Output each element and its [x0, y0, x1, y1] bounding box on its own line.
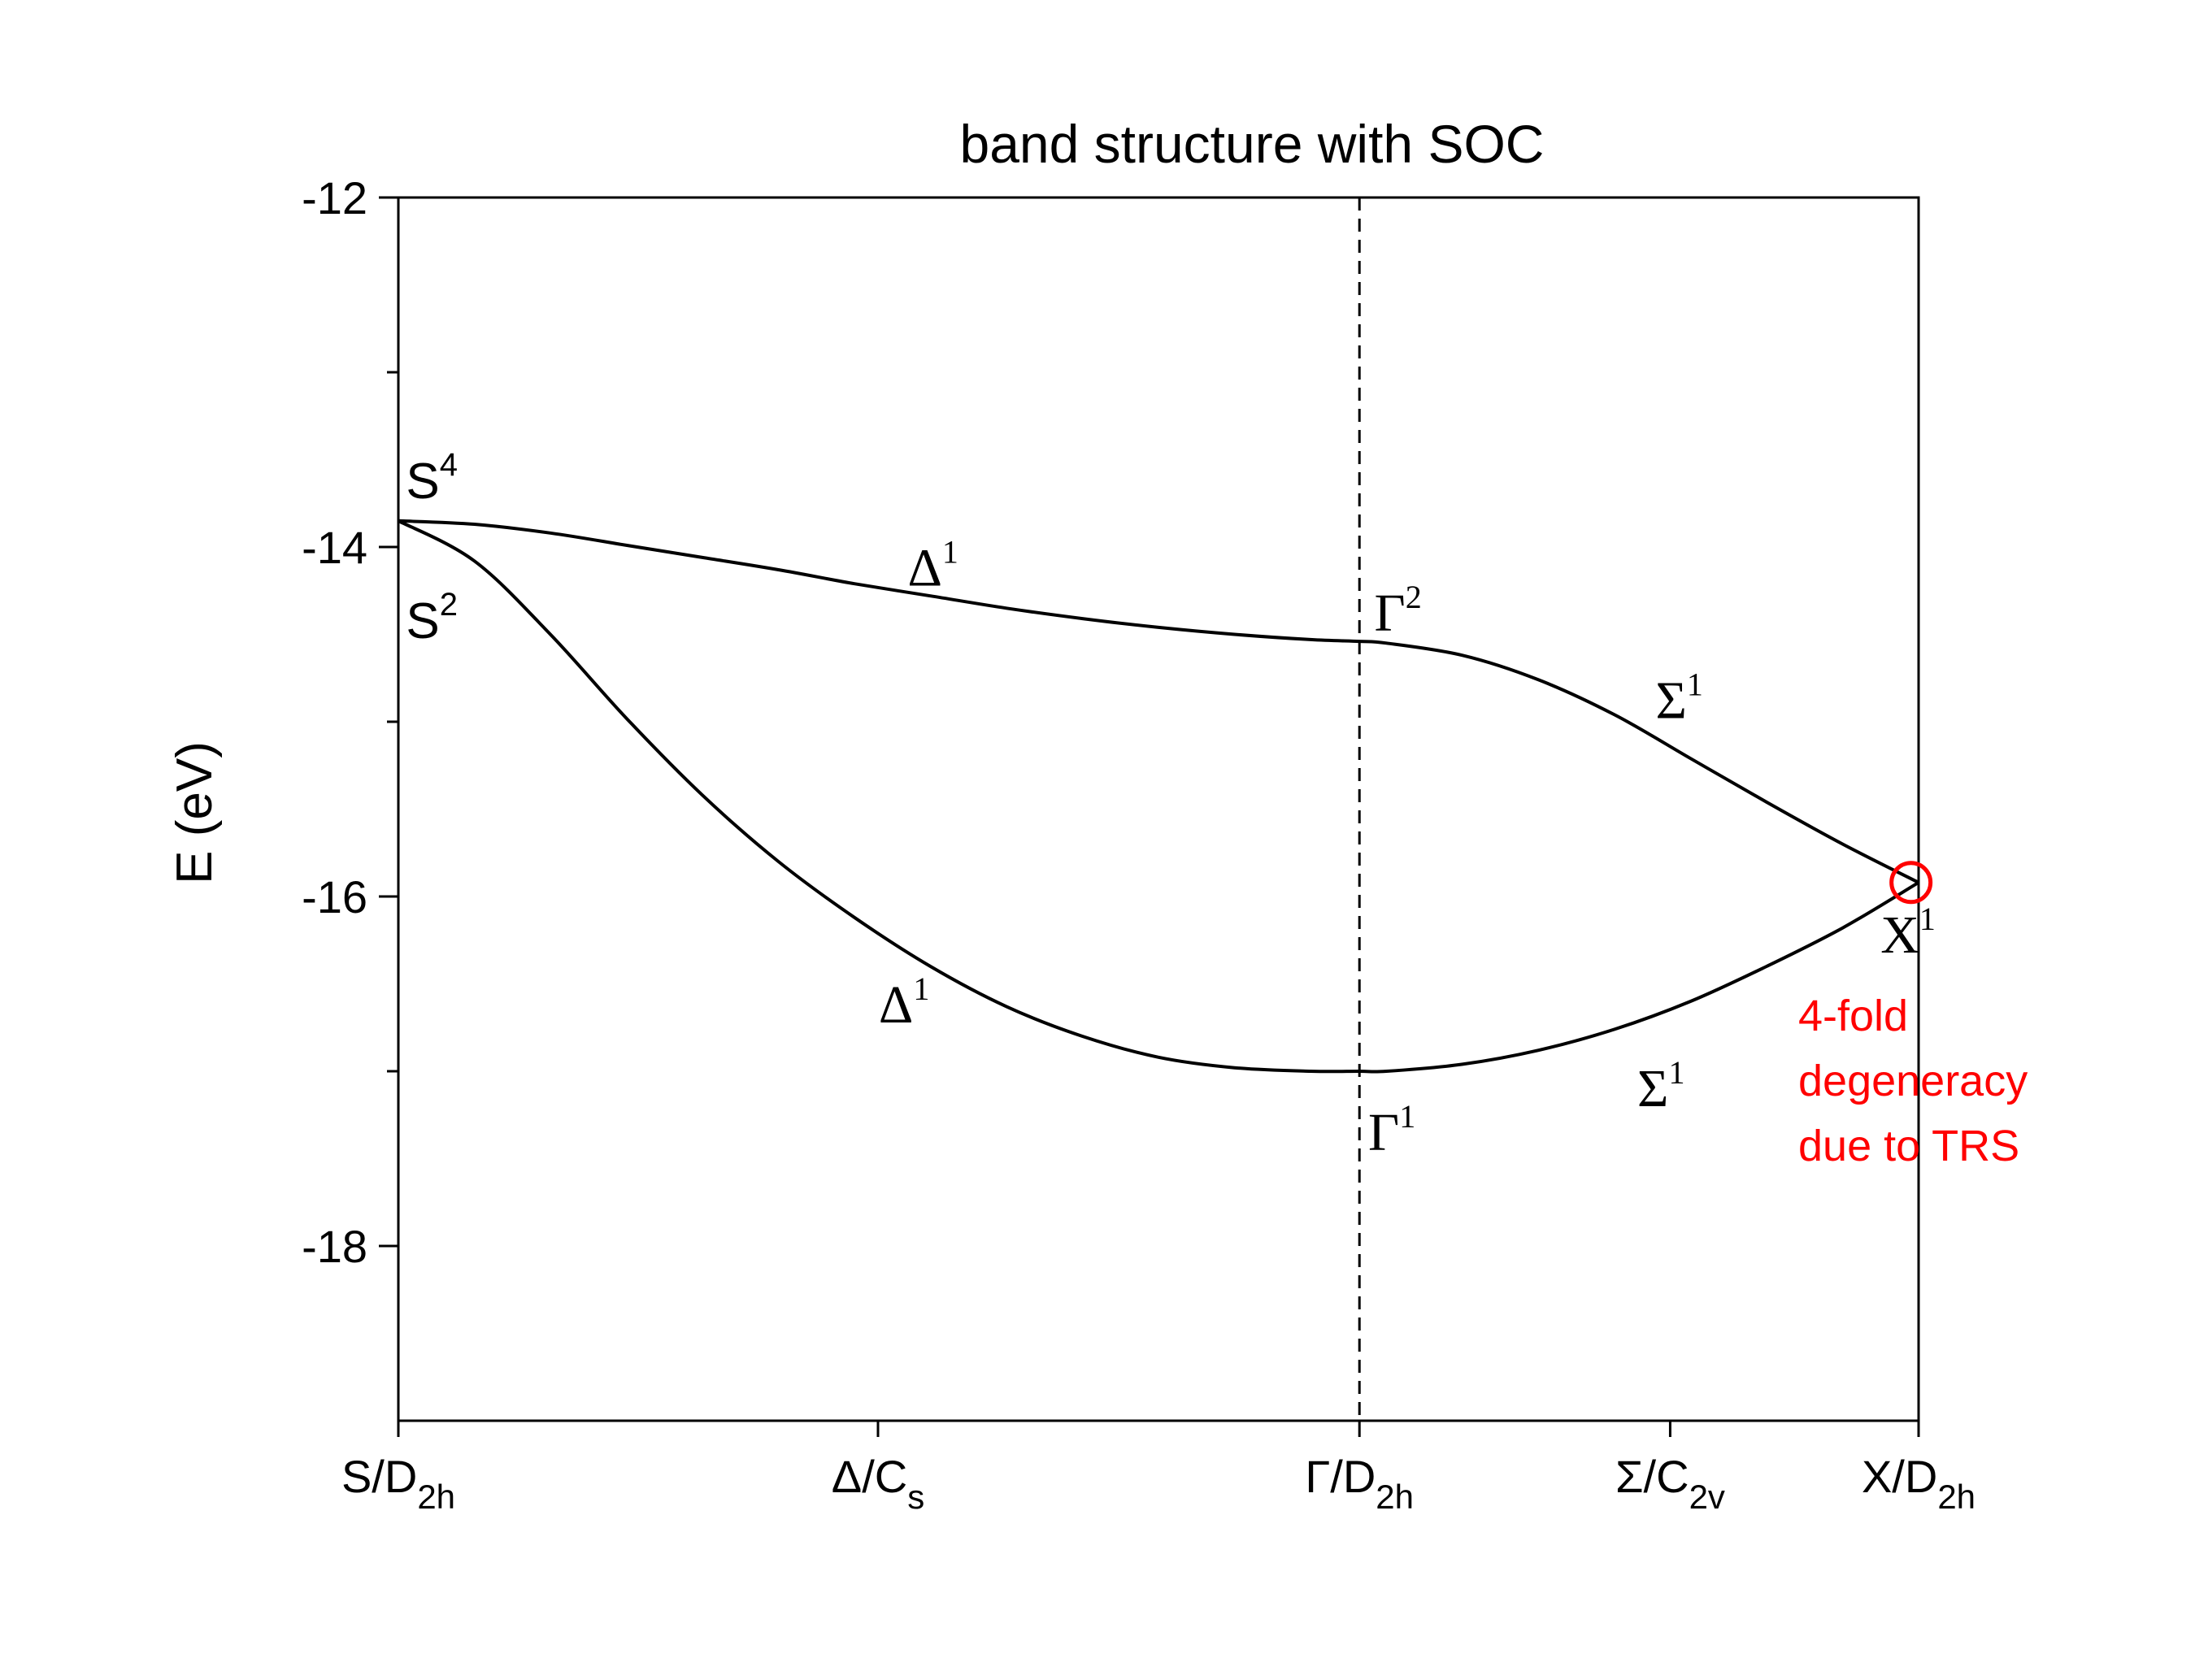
band-line-1 [398, 519, 1919, 884]
x-tick-label: X/D2h [1862, 1451, 1976, 1516]
x-tick-label: S/D2h [341, 1451, 455, 1516]
degeneracy-highlight-circle [1889, 861, 1933, 905]
band-label: X1 [1880, 901, 1936, 965]
degeneracy-note-line: due to TRS [1798, 1122, 2019, 1170]
x-tick-label: Δ/Cs [832, 1451, 924, 1516]
y-tick-label: -12 [302, 172, 367, 224]
band-label: Γ1 [1368, 1098, 1415, 1162]
y-tick-label: -18 [302, 1221, 367, 1272]
band-label: Δ1 [907, 533, 958, 597]
y-tick-label: -16 [302, 871, 367, 922]
band-line-2 [398, 519, 1920, 1074]
band-label: Σ1 [1637, 1054, 1684, 1118]
plot-frame [397, 196, 1920, 1422]
y-tick-label: -14 [302, 522, 367, 573]
degeneracy-note-line: degeneracy [1798, 1057, 2028, 1105]
plot-layer: -12 -14 -16 -18 S/D2h Δ/Cs Γ/D2h Σ/C2v X/D2h S4 S2… [302, 172, 2028, 1516]
degeneracy-note-line: 4-fold [1798, 992, 1908, 1040]
band-label: Σ1 [1655, 666, 1702, 731]
y-axis-label: E (eV) [167, 741, 223, 884]
x-tick-label: Γ/D2h [1305, 1451, 1414, 1516]
band-label: S4 [406, 447, 458, 510]
band-label: Γ2 [1375, 579, 1422, 643]
band-label: S2 [406, 587, 458, 649]
band-label: Δ1 [879, 970, 929, 1035]
x-tick-label: Σ/C2v [1615, 1451, 1725, 1516]
chart-title: band structure with SOC [960, 114, 1545, 174]
